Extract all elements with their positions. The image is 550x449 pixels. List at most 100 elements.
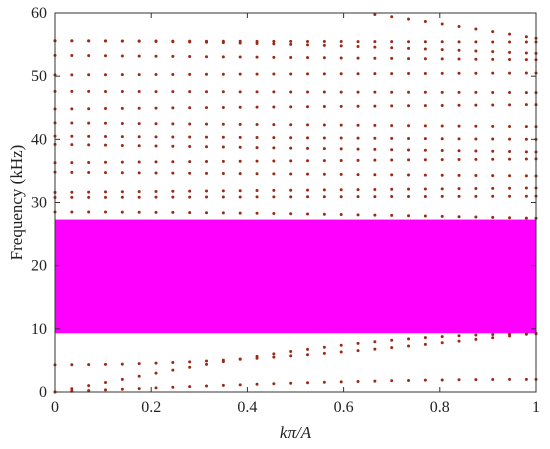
band-14-point [339,72,343,76]
band-17-point [289,42,293,46]
band-6-point [491,186,495,190]
band-1-point [221,383,225,387]
band-6-point [423,187,427,191]
x-axis-tick-labels: 0 0.2 0.4 0.6 0.8 1 [51,399,540,416]
band-15-point [205,55,209,59]
band-2-point [120,377,124,381]
band-6-point [339,188,343,192]
band-3-point [154,361,158,365]
band-17-point [407,46,411,50]
band-9-point [373,147,377,151]
band-5-point [390,195,394,199]
band-9-point [120,143,124,147]
x-tick-label: 0.8 [430,399,450,416]
band-17-point [457,48,461,52]
band-17-point [373,45,377,49]
band-9-point [188,145,192,149]
band-10-point [120,135,124,139]
y-tick-label: 50 [31,68,47,85]
band-2-point [188,365,192,369]
band-12-point [272,105,276,109]
band-15-point [322,56,326,60]
band-5-point [87,195,91,199]
band-6-point [221,189,225,193]
band-6-point [373,187,377,191]
band-2-point [137,374,141,378]
band-7-point [87,170,91,174]
band-16-point [457,40,461,44]
band-8-point [255,159,259,163]
band-8-point [322,159,326,163]
band-15-point [104,54,108,58]
band-5-point [339,195,343,199]
band-12-point [373,104,377,108]
band-6-point [407,187,411,191]
band-11-point [221,122,225,126]
band-7-point [508,174,512,178]
band-9-point [289,146,293,150]
band-11-point [272,123,276,127]
band-3-point [171,361,175,365]
band-4-point [272,212,276,216]
band-8-point [423,158,427,162]
band-4-point [373,213,377,217]
band-16-point [356,40,360,44]
band-5-point [188,195,192,199]
band-13-point [70,89,74,93]
band-1-point [474,378,478,382]
band-13-point [474,90,478,94]
band-16-point [508,40,512,44]
band-17-point [508,50,512,54]
x-tick-label: 1 [532,399,540,416]
band-15-point [373,56,377,60]
band-2-point [356,341,360,345]
band-11-point [457,124,461,128]
band-6-point [104,190,108,194]
band-6-point [272,188,276,192]
band-6-point [171,189,175,193]
band-4-point [238,211,242,215]
band-14-point [272,72,276,76]
band-13-point [524,91,528,95]
band-15-point [188,55,192,59]
band-7-point [104,171,108,175]
band-13-point [322,90,326,94]
band-1-point [238,383,242,387]
band-10-point [272,136,276,140]
band-10-point [70,134,74,138]
band-13-point [423,90,427,94]
band-4-point [221,211,225,215]
band-11-point [440,124,444,128]
band-4-point [508,216,512,220]
band-16-point [390,40,394,44]
band-10-point [373,136,377,140]
band-10-point [171,135,175,139]
band-8-point [407,158,411,162]
band-7-point [322,172,326,176]
band-2-point [423,336,427,340]
x-tick-label: 0.2 [141,399,161,416]
band-14-point [457,71,461,75]
band-11-point [491,124,495,128]
band-8-point [188,160,192,164]
band-7-point [205,171,209,175]
band-14-point [306,72,310,76]
y-tick-label: 60 [31,5,47,22]
band-10-point [423,137,427,141]
band-4-point [154,210,158,214]
band-11-point [474,124,478,128]
band-8-point [221,159,225,163]
band-8-point [524,157,528,161]
band-4-point [474,215,478,219]
band-4-point [289,212,293,216]
band-10-point [339,136,343,140]
band-3-point [188,360,192,364]
band-15-point [508,58,512,62]
band-3-point [356,349,360,353]
band-15-point [407,57,411,61]
band-13-point [137,90,141,94]
band-17-point [306,43,310,47]
band-7-point [306,172,310,176]
band-15-point [524,58,528,62]
band-15-point [87,54,91,58]
